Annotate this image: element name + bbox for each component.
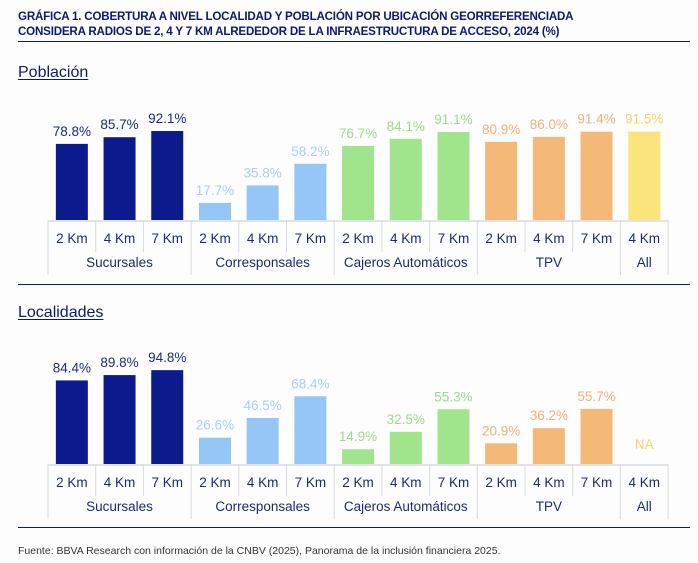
tick-label: 7 Km: [295, 231, 327, 246]
group-label: Sucursales: [86, 255, 153, 270]
data-label: 68.4%: [291, 376, 329, 391]
tick-label: 7 Km: [438, 231, 470, 246]
data-label: NA: [635, 437, 654, 452]
tick-label: 4 Km: [390, 475, 422, 490]
tick-label: 4 Km: [628, 475, 660, 490]
tick-label: 2 Km: [485, 231, 517, 246]
data-label: 85.7%: [100, 117, 138, 132]
data-label: 86.0%: [530, 117, 568, 132]
bar-tpv-2km: [485, 443, 518, 464]
bar-tpv-4km: [532, 136, 565, 220]
bar-corresponsales-4km: [246, 185, 279, 220]
bar-corresponsales-7km: [294, 163, 327, 220]
figure-title-line2: CONSIDERA RADIOS DE 2, 4 Y 7 KM ALREDEDO…: [18, 25, 560, 38]
tick-label: 2 Km: [485, 475, 517, 490]
tick-label: 2 Km: [342, 231, 374, 246]
source-note: Fuente: BBVA Research con información de…: [18, 545, 501, 557]
tick-label: 2 Km: [199, 231, 231, 246]
bar-sucursales-4km: [103, 137, 136, 220]
data-label: 91.1%: [434, 112, 472, 127]
group-label: Sucursales: [86, 499, 153, 514]
bar-sucursales-7km: [151, 131, 184, 220]
data-label: 58.2%: [291, 144, 329, 159]
chart-title-poblacion: Población: [18, 64, 89, 81]
bar-sucursales-7km: [151, 370, 184, 464]
bar-cajeros-automáticos-4km: [389, 431, 422, 464]
group-label: TPV: [536, 255, 562, 270]
data-label: 26.6%: [196, 418, 234, 433]
chart-title-localidades: Localidades: [18, 304, 104, 321]
data-label: 20.9%: [482, 423, 520, 438]
data-label: 80.9%: [482, 122, 520, 137]
group-label: All: [637, 499, 652, 514]
bar-cajeros-automáticos-2km: [342, 145, 375, 220]
tick-label: 7 Km: [151, 475, 183, 490]
data-label: 55.7%: [577, 389, 615, 404]
bar-cajeros-automáticos-2km: [342, 449, 375, 464]
bar-corresponsales-4km: [246, 417, 279, 464]
bar-corresponsales-7km: [294, 396, 327, 464]
data-label: 32.5%: [387, 412, 425, 427]
data-label: 91.4%: [577, 112, 615, 127]
tick-label: 2 Km: [199, 475, 231, 490]
bar-all-4km: [628, 131, 661, 220]
bar-corresponsales-2km: [198, 202, 231, 220]
tick-label: 4 Km: [104, 475, 136, 490]
data-label: 55.3%: [434, 389, 472, 404]
tick-label: 2 Km: [56, 475, 88, 490]
group-label: All: [637, 255, 652, 270]
bar-tpv-7km: [580, 131, 613, 220]
bar-tpv-7km: [580, 408, 613, 464]
bar-sucursales-2km: [55, 143, 88, 220]
bar-tpv-4km: [532, 428, 565, 464]
tick-label: 7 Km: [151, 231, 183, 246]
tick-label: 4 Km: [104, 231, 136, 246]
tick-label: 7 Km: [438, 475, 470, 490]
data-label: 89.8%: [100, 355, 138, 370]
tick-label: 2 Km: [56, 231, 88, 246]
bar-cajeros-automáticos-7km: [437, 131, 470, 220]
bar-cajeros-automáticos-4km: [389, 138, 422, 220]
data-label: 94.8%: [148, 350, 186, 365]
bar-tpv-2km: [485, 141, 518, 220]
tick-label: 4 Km: [533, 475, 565, 490]
tick-label: 7 Km: [295, 475, 327, 490]
data-label: 35.8%: [244, 165, 282, 180]
data-label: 84.4%: [53, 360, 91, 375]
data-label: 17.7%: [196, 183, 234, 198]
group-label: Cajeros Automáticos: [344, 499, 468, 514]
figure-title-line1: GRÁFICA 1. COBERTURA A NIVEL LOCALIDAD Y…: [18, 10, 574, 23]
bar-sucursales-4km: [103, 375, 136, 464]
tick-label: 4 Km: [247, 475, 279, 490]
data-label: 91.5%: [625, 112, 663, 127]
tick-label: 4 Km: [390, 231, 422, 246]
group-label: Cajeros Automáticos: [344, 255, 468, 270]
data-label: 84.1%: [387, 119, 425, 134]
tick-label: 7 Km: [581, 231, 613, 246]
group-label: Corresponsales: [215, 255, 310, 270]
title-rule: [18, 41, 690, 42]
group-label: Corresponsales: [215, 499, 310, 514]
bar-corresponsales-2km: [198, 437, 231, 464]
tick-label: 4 Km: [628, 231, 660, 246]
tick-label: 2 Km: [342, 475, 374, 490]
data-label: 46.5%: [244, 398, 282, 413]
data-label: 78.8%: [53, 124, 91, 139]
data-label: 14.9%: [339, 429, 377, 444]
bar-sucursales-2km: [55, 380, 88, 464]
tick-label: 4 Km: [533, 231, 565, 246]
bar-cajeros-automáticos-7km: [437, 409, 470, 464]
data-label: 92.1%: [148, 111, 186, 126]
data-label: 76.7%: [339, 126, 377, 141]
tick-label: 7 Km: [581, 475, 613, 490]
data-label: 36.2%: [530, 408, 568, 423]
tick-label: 4 Km: [247, 231, 279, 246]
bottom-rule: [18, 527, 690, 528]
section-rule: [18, 284, 690, 285]
group-label: TPV: [536, 499, 562, 514]
